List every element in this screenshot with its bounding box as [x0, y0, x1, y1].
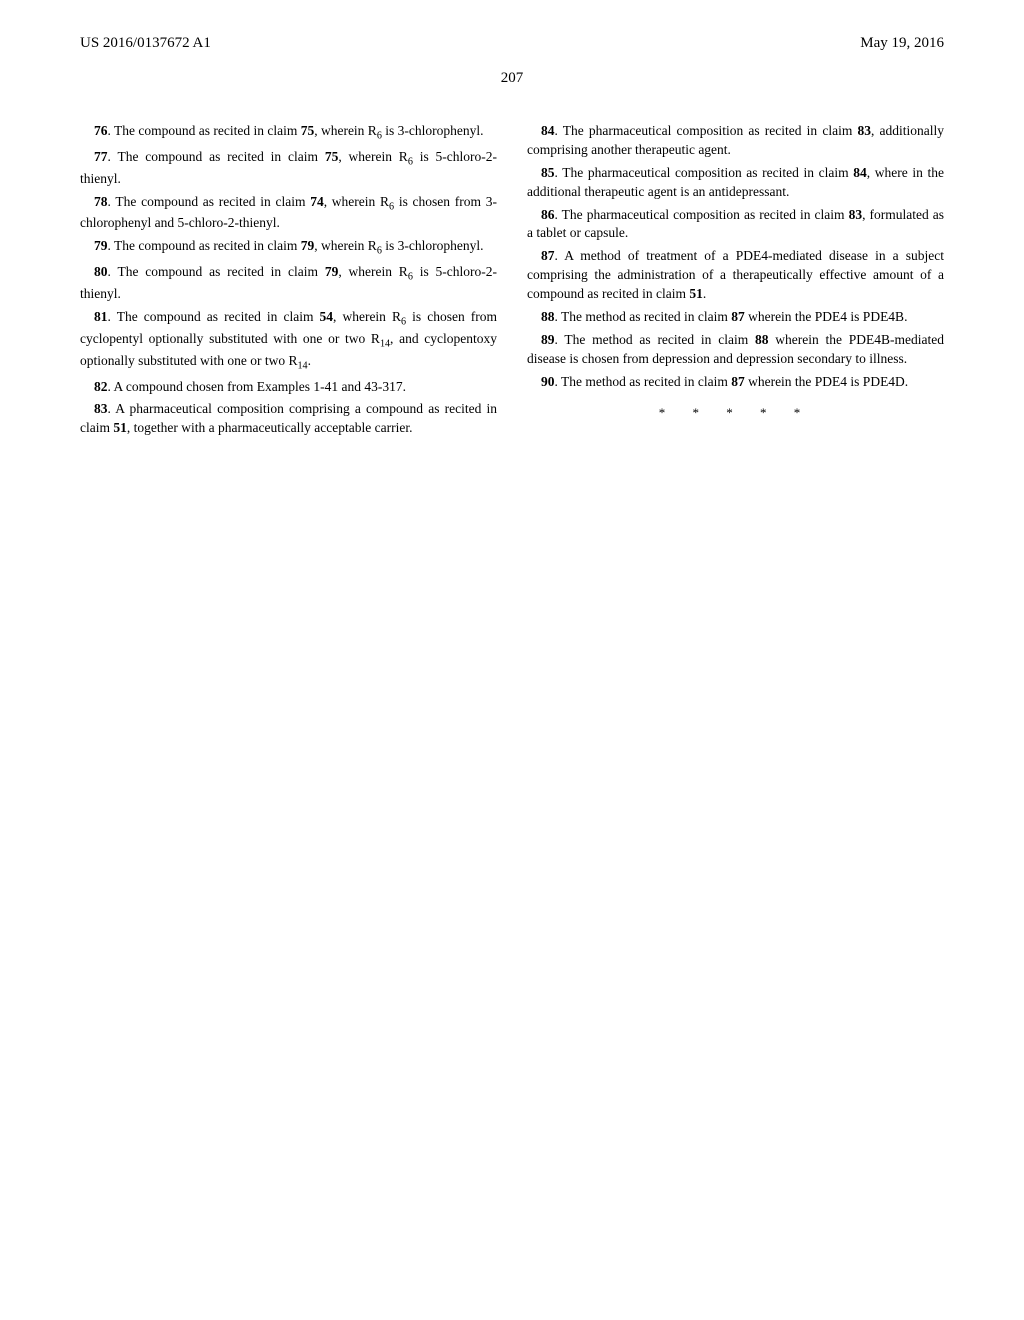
claim-text: . The compound as recited in claim — [108, 309, 320, 324]
claim-number: 83 — [94, 401, 108, 416]
claim-text: , together with a pharmaceutically accep… — [127, 420, 413, 435]
claim-text: , wherein R — [333, 309, 401, 324]
claim-text: . — [703, 286, 706, 301]
right-column: 84. The pharmaceutical composition as re… — [527, 122, 944, 442]
claim-ref: 83 — [857, 123, 871, 138]
claim-number: 90 — [541, 374, 555, 389]
end-marker: * * * * * — [527, 404, 944, 422]
claim-81: 81. The compound as recited in claim 54,… — [80, 308, 497, 374]
claim-text: . A method of treatment of a PDE4-mediat… — [527, 248, 944, 301]
claim-text: . The pharmaceutical composition as reci… — [555, 207, 849, 222]
claim-78: 78. The compound as recited in claim 74,… — [80, 193, 497, 234]
claim-85: 85. The pharmaceutical composition as re… — [527, 164, 944, 202]
claim-number: 86 — [541, 207, 555, 222]
header-right: May 19, 2016 — [860, 35, 944, 52]
claim-ref: 79 — [325, 264, 339, 279]
claim-number: 77 — [94, 149, 108, 164]
claim-89: 89. The method as recited in claim 88 wh… — [527, 331, 944, 369]
claim-number: 79 — [94, 238, 108, 253]
claim-text: . The pharmaceutical composition as reci… — [555, 165, 854, 180]
claim-79: 79. The compound as recited in claim 79,… — [80, 237, 497, 259]
claim-90: 90. The method as recited in claim 87 wh… — [527, 373, 944, 392]
claim-ref: 74 — [310, 194, 324, 209]
claim-ref: 79 — [301, 238, 315, 253]
claim-83: 83. A pharmaceutical composition compris… — [80, 400, 497, 438]
subscript: 14 — [380, 339, 390, 350]
claim-number: 89 — [541, 332, 555, 347]
claim-text: . The method as recited in claim — [555, 332, 755, 347]
header: US 2016/0137672 A1 May 19, 2016 — [0, 0, 1024, 62]
claim-text: . The method as recited in claim — [555, 309, 732, 324]
claim-number: 81 — [94, 309, 108, 324]
claim-text: , wherein R — [314, 238, 377, 253]
claim-number: 85 — [541, 165, 555, 180]
claim-ref: 75 — [301, 123, 315, 138]
claim-number: 80 — [94, 264, 108, 279]
claim-ref: 51 — [689, 286, 703, 301]
claim-77: 77. The compound as recited in claim 75,… — [80, 148, 497, 189]
claim-87: 87. A method of treatment of a PDE4-medi… — [527, 247, 944, 304]
claim-text: . The compound as recited in claim — [108, 123, 301, 138]
claim-80: 80. The compound as recited in claim 79,… — [80, 263, 497, 304]
claim-text: , wherein R — [324, 194, 389, 209]
claim-number: 82 — [94, 379, 108, 394]
claim-86: 86. The pharmaceutical composition as re… — [527, 206, 944, 244]
claim-text: , wherein R — [338, 264, 408, 279]
claim-number: 78 — [94, 194, 108, 209]
claim-text: , wherein R — [314, 123, 377, 138]
claim-ref: 83 — [849, 207, 863, 222]
claim-76: 76. The compound as recited in claim 75,… — [80, 122, 497, 144]
claim-ref: 51 — [113, 420, 127, 435]
claim-number: 88 — [541, 309, 555, 324]
page-number: 207 — [0, 70, 1024, 87]
claim-ref: 54 — [320, 309, 334, 324]
claim-text: is 3-chlorophenyl. — [382, 238, 484, 253]
claim-ref: 87 — [731, 374, 745, 389]
claim-text: wherein the PDE4 is PDE4D. — [745, 374, 908, 389]
claim-text: . The compound as recited in claim — [108, 238, 301, 253]
claim-ref: 87 — [731, 309, 745, 324]
claim-84: 84. The pharmaceutical composition as re… — [527, 122, 944, 160]
left-column: 76. The compound as recited in claim 75,… — [80, 122, 497, 442]
claim-ref: 88 — [755, 332, 769, 347]
claim-number: 87 — [541, 248, 555, 263]
claim-ref: 75 — [325, 149, 339, 164]
subscript: 14 — [298, 360, 308, 371]
claim-text: , wherein R — [338, 149, 408, 164]
claim-text: . A compound chosen from Examples 1-41 a… — [108, 379, 406, 394]
claim-82: 82. A compound chosen from Examples 1-41… — [80, 378, 497, 397]
claim-text: . The method as recited in claim — [555, 374, 732, 389]
claim-text: . The pharmaceutical composition as reci… — [555, 123, 858, 138]
claim-number: 76 — [94, 123, 108, 138]
claim-text: . The compound as recited in claim — [108, 149, 325, 164]
header-left: US 2016/0137672 A1 — [80, 35, 211, 52]
claim-number: 84 — [541, 123, 555, 138]
claim-text: is 3-chlorophenyl. — [382, 123, 484, 138]
claim-text: . The compound as recited in claim — [108, 264, 325, 279]
content: 76. The compound as recited in claim 75,… — [0, 122, 1024, 442]
claim-text: wherein the PDE4 is PDE4B. — [745, 309, 908, 324]
claim-88: 88. The method as recited in claim 87 wh… — [527, 308, 944, 327]
claim-ref: 84 — [853, 165, 867, 180]
claim-text: . The compound as recited in claim — [108, 194, 311, 209]
claim-text: . — [308, 353, 311, 368]
